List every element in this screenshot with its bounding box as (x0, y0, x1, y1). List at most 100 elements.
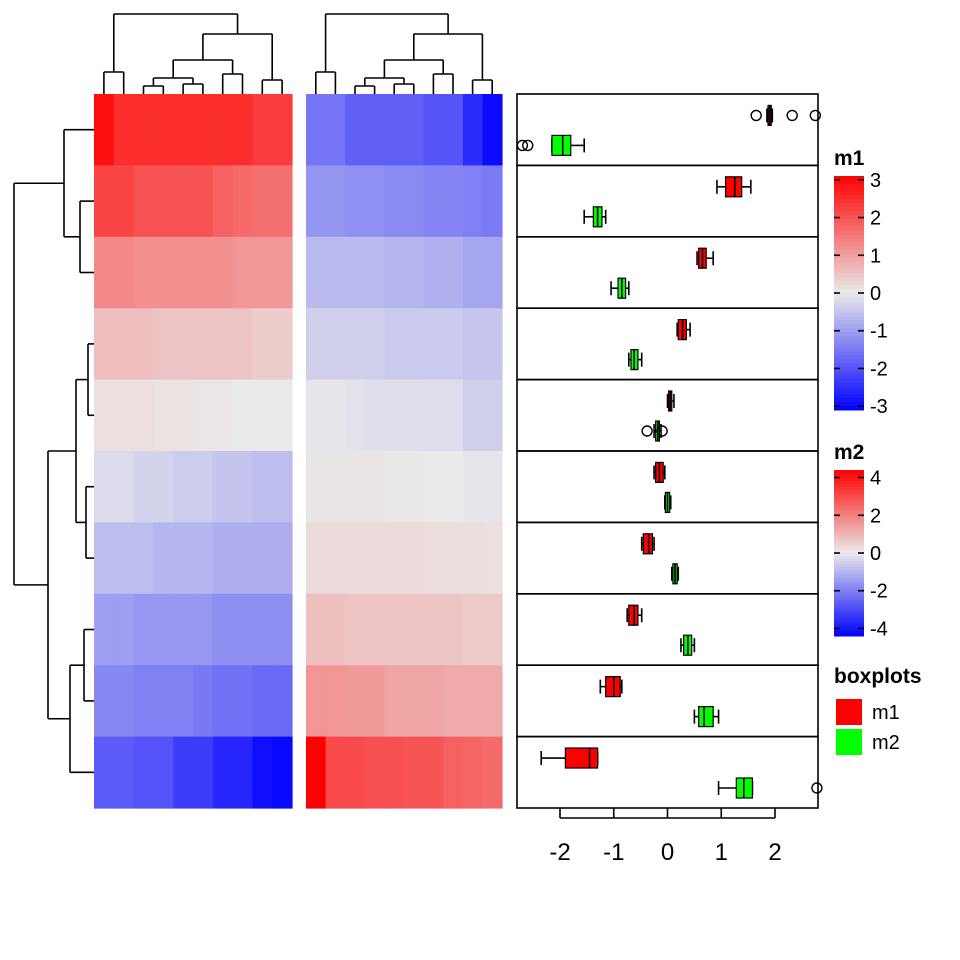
heatmap-cell (173, 736, 194, 809)
colorbar-segment (834, 304, 864, 310)
heatmap-cell (173, 522, 194, 595)
heatmap-cell (252, 522, 273, 595)
heatmap-cell (364, 165, 385, 238)
boxplot-box (564, 747, 599, 769)
boxplot-row-frame (516, 307, 819, 381)
colorbar-segment (834, 553, 864, 557)
heatmap-cell (113, 308, 135, 381)
heatmap-cell (306, 665, 327, 738)
heatmap-cell (325, 665, 346, 738)
colorbar-segment (834, 586, 864, 590)
heatmap-cell (325, 522, 346, 595)
heatmap-cell (193, 236, 214, 309)
heatmap-cell (232, 736, 253, 809)
heatmap-cell (443, 236, 464, 309)
heatmap-cell (272, 308, 293, 381)
heatmap-cell (252, 308, 273, 381)
colorbar-tick-label: 3 (870, 170, 881, 192)
heatmap-cell (153, 451, 174, 523)
heatmap-cell (404, 593, 425, 666)
boxplot-row-frame (516, 164, 819, 238)
heatmap-cell (272, 165, 293, 238)
heatmap-cell (232, 236, 253, 309)
colorbar-segment (834, 611, 864, 615)
heatmap-cell (212, 94, 234, 166)
heatmap-cell (404, 165, 425, 238)
heatmap-cell (325, 736, 346, 809)
heatmap-cell (364, 593, 385, 666)
colorbar-segment (834, 633, 864, 637)
heatmap-cell (232, 165, 253, 238)
heatmap-cell (462, 522, 483, 595)
heatmap-cell (133, 593, 154, 666)
heatmap-m1 (94, 94, 293, 809)
heatmap-cell (306, 593, 327, 666)
colorbar-segment (834, 508, 864, 512)
heatmap-cell (232, 308, 253, 381)
legend-m2: m2 4 2 0 -2 -4 (834, 441, 888, 640)
colorbar-segment (834, 179, 864, 185)
colorbar-segment (834, 339, 864, 345)
heatmap-cell (306, 522, 327, 595)
heatmap-cell (306, 451, 327, 523)
legend-title: m2 (834, 441, 864, 464)
legend-title: m1 (834, 147, 865, 170)
heatmap-cell (443, 308, 464, 381)
colorbar-segment (834, 343, 864, 349)
heatmap-cell (173, 665, 194, 738)
colorbar-segment (834, 566, 864, 571)
heatmap-cell (212, 522, 234, 595)
colorbar-segment (834, 588, 864, 593)
colorbar-segment (834, 195, 864, 200)
heatmap-cell (272, 451, 293, 523)
colorbar-segment (834, 335, 864, 341)
colorbar-segment (834, 591, 864, 595)
colorbar-segment (834, 332, 864, 337)
heatmap-cell (325, 308, 346, 381)
colorbar-segment (834, 561, 864, 565)
colorbar-segment (834, 517, 864, 521)
boxplot-outlier (811, 782, 823, 794)
heatmap-cell (113, 522, 135, 595)
colorbar-segment (834, 203, 864, 208)
heatmap-cell (94, 451, 115, 523)
heatmap-cell (113, 165, 135, 238)
colorbar-segment (834, 347, 864, 352)
x-axis-tick-label: 2 (768, 839, 781, 866)
heatmap-cell (404, 308, 425, 381)
colorbar-segment (834, 627, 864, 631)
colorbar-segment (834, 511, 864, 515)
heatmap-cell (325, 379, 346, 452)
colorbar-segment (834, 351, 864, 356)
heatmap-cell (443, 522, 464, 595)
row-dendrogram (13, 128, 94, 774)
heatmap-cell (193, 451, 214, 523)
colorbar-segment (834, 222, 864, 228)
heatmap-cell (345, 451, 366, 523)
heatmap-cell (364, 94, 385, 166)
colorbar-segment (834, 183, 864, 189)
heatmap-cell (384, 308, 405, 381)
colorbar-segment (834, 624, 864, 629)
heatmap-cell (462, 94, 483, 166)
colorbar-segment (834, 211, 864, 216)
colorbar-segment (834, 494, 864, 499)
colorbar-segment (834, 530, 864, 535)
colorbar-segment (834, 367, 864, 372)
colorbar-segment (834, 505, 864, 510)
colorbar-segment (834, 500, 864, 504)
heatmap-cell (404, 736, 425, 809)
heatmap-cell (272, 665, 293, 738)
heatmap-cell (252, 379, 273, 452)
heatmap-cell (193, 94, 214, 166)
heatmap-cell (212, 236, 234, 309)
colorbar-segment (834, 254, 864, 259)
colorbar-segment (834, 363, 864, 368)
heatmap-cell (443, 94, 464, 166)
heatmap-cell (462, 736, 483, 809)
colorbar-segment (834, 558, 864, 562)
colorbar-segment (834, 483, 864, 488)
heatmap-cell (252, 665, 273, 738)
legend-m1: m13 2 1 0 -1 -2 -3 (834, 147, 888, 418)
